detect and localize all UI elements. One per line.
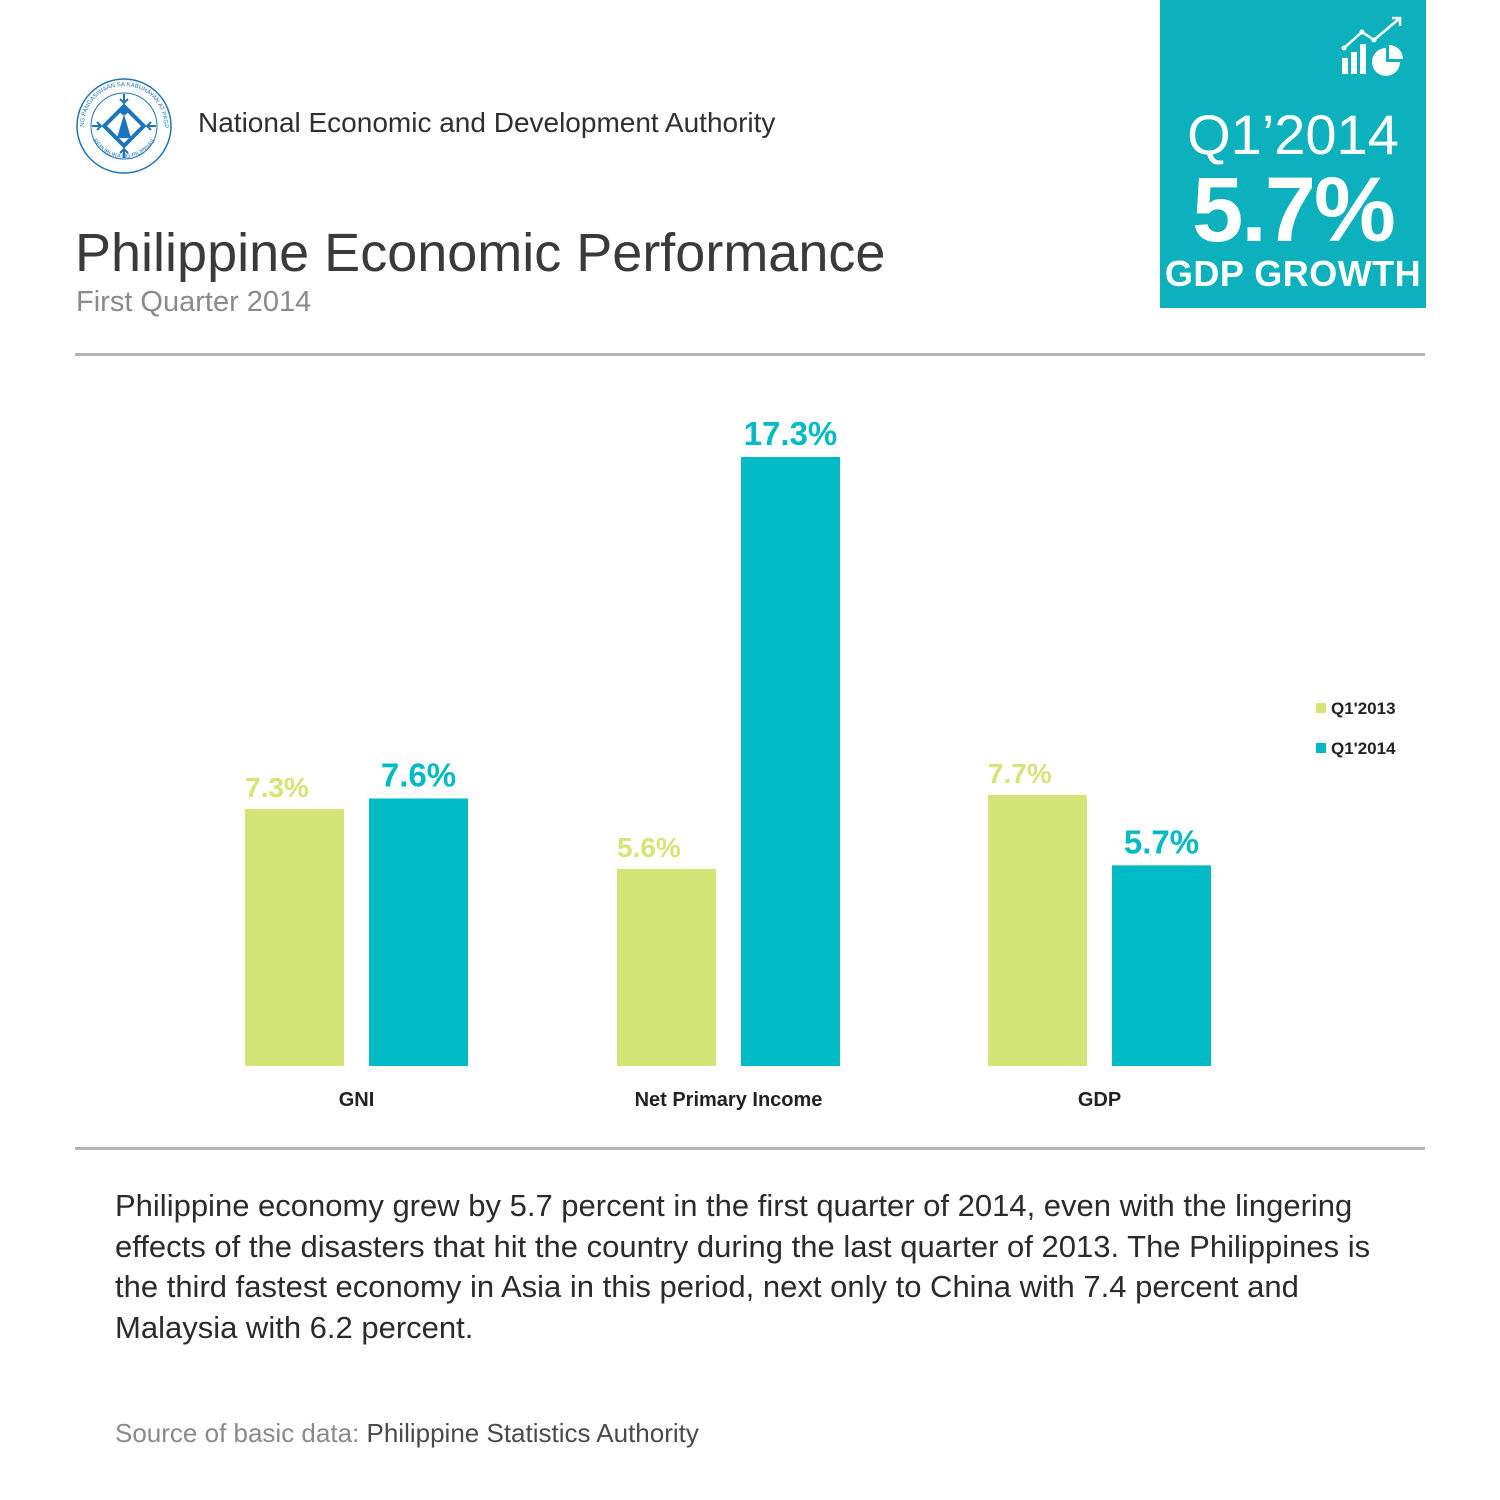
- gdp-growth-badge: Q1’2014 5.7% GDP GROWTH: [1160, 0, 1426, 308]
- source-name: Philippine Statistics Authority: [366, 1418, 699, 1448]
- bar-chart: 7.3% 7.6% GNI 5.6% 17.3% Net Primary Income 7.…: [245, 415, 1396, 1111]
- category-label-gdp: GDP: [1078, 1089, 1121, 1111]
- bar-net-primary-income-q1-2014: [741, 457, 840, 1066]
- badge-value: 5.7%: [1192, 159, 1396, 261]
- neda-seal-logo: PAMBANSANG PANGASIWAAN SA KABUHAYAN AT P…: [74, 76, 172, 174]
- bar-gdp-q1-2014: [1112, 865, 1211, 1066]
- organization-name: National Economic and Development Author…: [198, 107, 776, 138]
- data-label-gdp-q1-2013: 7.7%: [988, 758, 1052, 789]
- bar-pie-trend-icon: [1341, 16, 1403, 76]
- badge-label: GDP GROWTH: [1164, 253, 1422, 294]
- page-subtitle: First Quarter 2014: [76, 286, 312, 318]
- bar-gdp-q1-2013: [988, 794, 1087, 1066]
- category-label-gni: GNI: [339, 1089, 375, 1111]
- bar-net-primary-income-q1-2013: [617, 868, 716, 1066]
- legend-label-q1-2013: Q1'2013: [1331, 699, 1396, 718]
- source-prefix: Source of basic data:: [115, 1418, 360, 1448]
- category-label-net-primary-income: Net Primary Income: [635, 1089, 823, 1111]
- summary-paragraph: Philippine economy grew by 5.7 percent i…: [115, 1188, 1371, 1345]
- bar-gni-q1-2013: [245, 809, 344, 1066]
- data-label-gni-q1-2014: 7.6%: [381, 756, 456, 793]
- legend-swatch-q1-2014: [1316, 743, 1326, 753]
- top-divider: [75, 353, 1425, 356]
- bottom-divider: [75, 1147, 1425, 1150]
- bar-gni-q1-2014: [369, 798, 468, 1066]
- page-title: Philippine Economic Performance: [75, 223, 886, 283]
- badge-period: Q1’2014: [1187, 103, 1399, 166]
- data-label-gni-q1-2013: 7.3%: [245, 772, 309, 803]
- legend-label-q1-2014: Q1'2014: [1331, 739, 1396, 758]
- data-label-net-primary-income-q1-2014: 17.3%: [744, 415, 838, 452]
- legend-swatch-q1-2013: [1316, 703, 1326, 713]
- source-note: Source of basic data: Philippine Statist…: [115, 1418, 699, 1449]
- data-label-net-primary-income-q1-2013: 5.6%: [617, 832, 681, 863]
- data-label-gdp-q1-2014: 5.7%: [1124, 823, 1199, 860]
